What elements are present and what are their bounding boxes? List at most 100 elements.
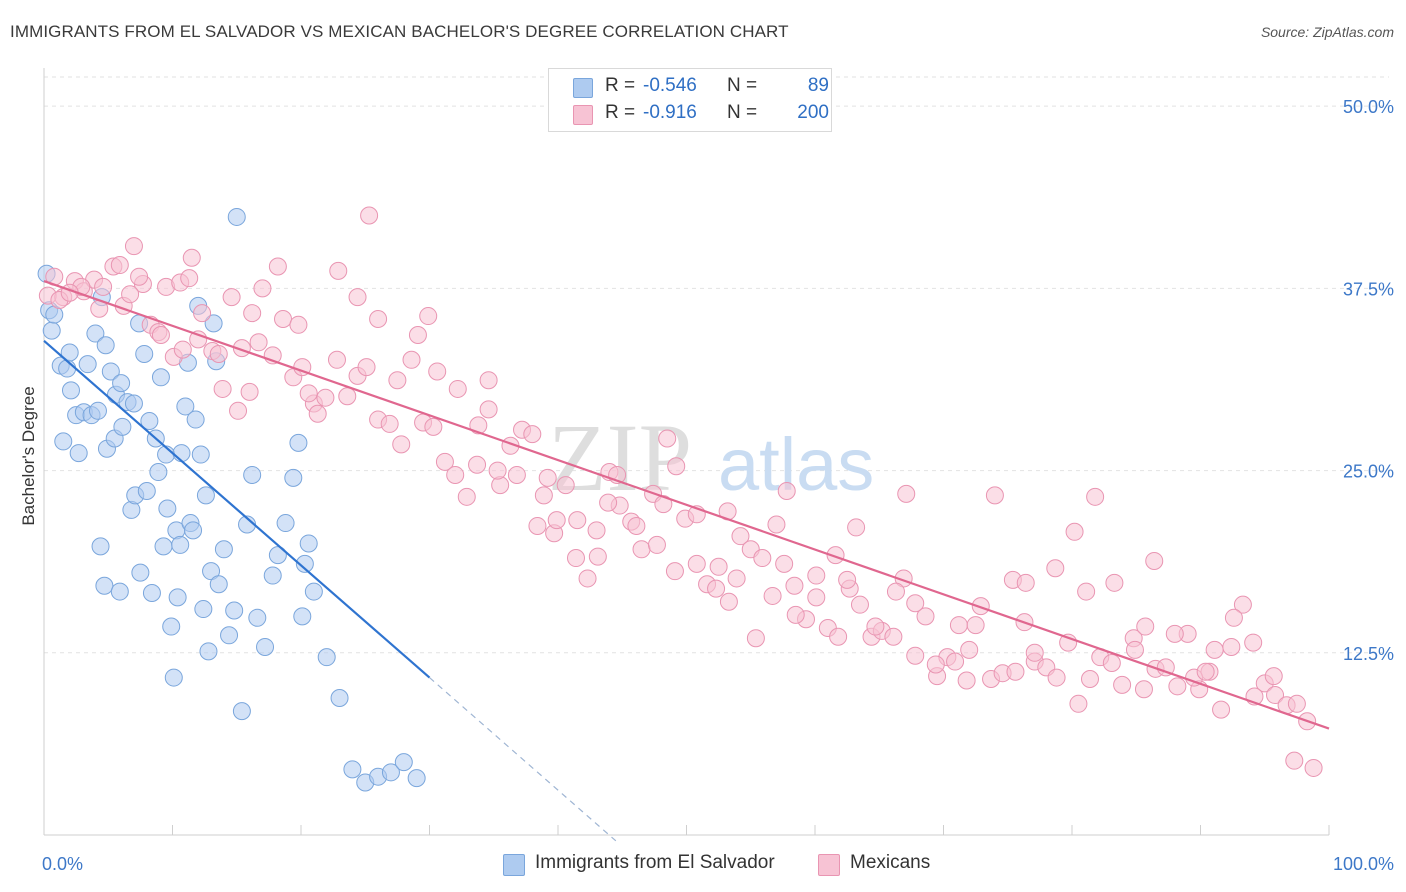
data-point-el-salvador [88, 401, 107, 420]
data-point-el-salvador [95, 576, 114, 595]
data-point-el-salvador [131, 563, 150, 582]
correlation-legend: R = -0.546 N = 89 R = -0.916 N = 200 [548, 68, 832, 132]
data-point-mexicans [1077, 582, 1096, 601]
data-point-mexicans [897, 484, 916, 503]
data-point-mexicans [479, 371, 498, 390]
data-point-el-salvador [113, 417, 132, 436]
data-point-mexicans [94, 277, 113, 296]
data-point-mexicans [1165, 624, 1184, 643]
data-point-el-salvador [268, 546, 287, 565]
data-point-el-salvador [78, 355, 97, 374]
legend-n-label: N = [727, 75, 758, 96]
data-point-mexicans [971, 597, 990, 616]
data-point-el-salvador [289, 433, 308, 452]
trend-lines [43, 280, 1330, 842]
legend-r-label: R = [605, 102, 636, 123]
data-point-mexicans [568, 511, 587, 530]
data-point-mexicans [658, 429, 677, 448]
data-point-el-salvador [232, 702, 251, 721]
data-point-el-salvador [54, 432, 73, 451]
data-point-mexicans [327, 350, 346, 369]
y-axis-label: Bachelor's Degree [19, 386, 38, 525]
data-point-mexicans [249, 333, 268, 352]
data-point-mexicans [1205, 640, 1224, 659]
data-point-mexicans [654, 495, 673, 514]
data-point-el-salvador [295, 554, 314, 573]
data-point-el-salvador [194, 600, 213, 619]
data-point-mexicans [707, 579, 726, 598]
data-point-el-salvador [135, 344, 154, 363]
data-point-el-salvador [299, 534, 318, 553]
data-point-mexicans [1125, 640, 1144, 659]
bottom-legend-label: Mexicans [850, 852, 931, 873]
data-point-mexicans [866, 617, 885, 636]
data-point-mexicans [507, 465, 526, 484]
data-point-mexicans [1244, 633, 1263, 652]
data-point-mexicans [775, 554, 794, 573]
data-point-mexicans [316, 388, 335, 407]
legend-swatch-pink [573, 105, 593, 125]
data-point-mexicans [884, 627, 903, 646]
data-point-mexicans [1134, 680, 1153, 699]
data-point-mexicans [213, 379, 232, 398]
data-point-el-salvador [112, 374, 131, 393]
data-point-mexicans [838, 570, 857, 589]
data-point-mexicans [1069, 694, 1088, 713]
data-point-mexicans [121, 285, 140, 304]
data-point-mexicans [1233, 595, 1252, 614]
data-point-el-salvador [101, 362, 120, 381]
data-point-el-salvador [171, 535, 190, 554]
data-point-el-salvador [196, 486, 215, 505]
data-point-mexicans [599, 493, 618, 512]
data-point-mexicans [719, 592, 738, 611]
data-point-mexicans [647, 535, 666, 554]
data-point-mexicans [1264, 667, 1283, 686]
data-point-mexicans [289, 315, 308, 334]
data-point-el-salvador [140, 412, 159, 431]
data-point-el-salvador [204, 314, 223, 333]
data-point-el-salvador [256, 637, 275, 656]
data-point-mexicans [468, 455, 487, 474]
data-point-mexicans [1105, 573, 1124, 592]
data-point-mexicans [731, 527, 750, 546]
x-tick-label: 100.0% [1333, 854, 1394, 874]
data-point-mexicans [1086, 487, 1105, 506]
data-point-mexicans [966, 616, 985, 635]
data-point-mexicans [709, 557, 728, 576]
data-point-mexicans [240, 382, 259, 401]
data-point-mexicans [448, 379, 467, 398]
source-credit: Source: ZipAtlas.com [1260, 24, 1394, 40]
data-point-mexicans [1304, 758, 1323, 777]
data-point-mexicans [408, 326, 427, 345]
data-point-mexicans [299, 384, 318, 403]
data-point-el-salvador [186, 410, 205, 429]
trend-line-el-salvador-extension [429, 677, 617, 842]
data-point-mexicans [886, 582, 905, 601]
data-point-mexicans [182, 248, 201, 267]
data-point-mexicans [124, 237, 143, 256]
data-point-mexicans [588, 547, 607, 566]
trend-line-mexicans [43, 280, 1330, 730]
data-point-el-salvador [110, 582, 129, 601]
data-point-el-salvador [381, 763, 400, 782]
data-point-mexicans [110, 256, 129, 275]
data-point-mexicans [785, 576, 804, 595]
bottom-legend-swatch-blue [503, 854, 525, 876]
data-point-el-salvador [124, 394, 143, 413]
data-point-mexicans [786, 605, 805, 624]
data-point-mexicans [222, 288, 241, 307]
data-point-mexicans [243, 304, 262, 323]
data-point-mexicans [566, 549, 585, 568]
data-point-mexicans [380, 414, 399, 433]
data-point-mexicans [1136, 617, 1155, 636]
data-point-mexicans [847, 518, 866, 537]
data-point-mexicans [488, 461, 507, 480]
series-mexicans-points [38, 206, 1323, 777]
data-point-el-salvador [199, 642, 218, 661]
data-point-el-salvador [191, 445, 210, 464]
data-point-mexicans [1285, 751, 1304, 770]
data-point-mexicans [1145, 551, 1164, 570]
data-point-mexicans [1196, 662, 1215, 681]
data-point-el-salvador [172, 444, 191, 463]
